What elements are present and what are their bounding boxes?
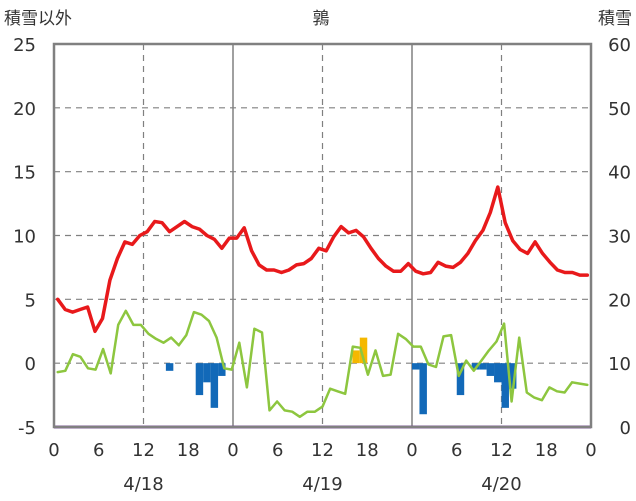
date-label: 4/18: [123, 474, 163, 495]
left-tick-label: 0: [25, 354, 36, 375]
bar: [479, 363, 487, 370]
bar: [494, 363, 502, 383]
x-tick-label: 12: [311, 440, 334, 461]
x-tick-label: 12: [132, 440, 155, 461]
bar: [352, 350, 360, 364]
bar: [471, 363, 480, 370]
bar: [508, 363, 517, 389]
bar: [501, 363, 509, 408]
bar-series: [165, 337, 517, 415]
x-tick-label: 6: [451, 440, 462, 461]
bar: [419, 363, 427, 415]
bar: [486, 363, 495, 376]
right-tick-label: 40: [608, 163, 631, 184]
x-tick-label: 0: [48, 440, 59, 461]
date-label: 4/19: [302, 474, 342, 495]
x-tick-label: 18: [356, 440, 379, 461]
right-tick-label: 20: [608, 290, 631, 311]
x-tick-label: 6: [272, 440, 283, 461]
bar: [412, 363, 420, 370]
right-tick-label: 50: [608, 99, 631, 120]
left-tick-label: 10: [13, 227, 36, 248]
x-tick-label: 18: [177, 440, 200, 461]
x-tick-label: 0: [227, 440, 238, 461]
x-tick-label: 0: [585, 440, 596, 461]
green-series-line: [56, 309, 589, 419]
right-tick-label: 10: [608, 354, 631, 375]
bar: [165, 363, 174, 371]
left-axis-label: 積雪以外: [4, 9, 72, 29]
left-tick-label: 20: [13, 99, 36, 120]
date-label: 4/20: [481, 474, 521, 495]
left-tick-label: 25: [13, 35, 36, 56]
bar: [195, 363, 204, 396]
temperature-line: [55, 185, 590, 334]
bar: [218, 363, 226, 376]
bar: [210, 363, 219, 408]
bar: [359, 337, 368, 364]
right-axis-label: 積雪: [598, 9, 632, 29]
x-tick-label: 12: [490, 440, 513, 461]
x-tick-label: 6: [93, 440, 104, 461]
bar: [203, 363, 211, 383]
left-tick-label: 15: [13, 163, 36, 184]
chart-title: 鶉: [313, 9, 330, 29]
right-tick-label: 60: [608, 35, 631, 56]
x-tick-label: 18: [535, 440, 558, 461]
left-tick-label: -5: [18, 418, 36, 439]
x-tick-label: 0: [406, 440, 417, 461]
bar: [456, 363, 465, 396]
plot-frame: [52, 42, 593, 429]
left-tick-label: 5: [25, 290, 36, 311]
right-tick-label: 0: [620, 418, 631, 439]
right-tick-label: 30: [608, 227, 631, 248]
